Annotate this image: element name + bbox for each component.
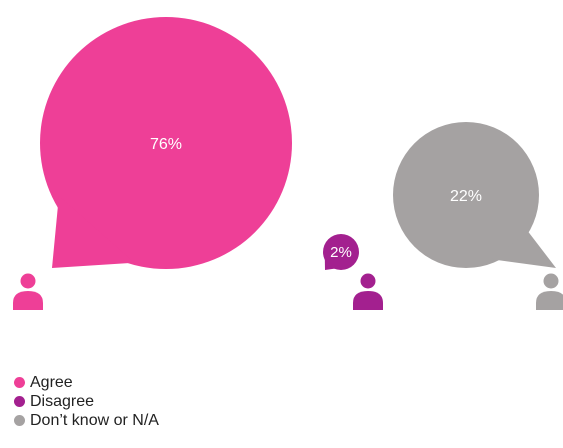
legend: Agree Disagree Don’t know or N/A [14,373,159,430]
bubble-circle-agree [40,17,292,269]
legend-item-agree: Agree [14,373,159,392]
bubble-tail-agree [52,195,135,268]
data-label-dont-know: 22% [450,188,482,205]
legend-label-agree: Agree [30,373,73,391]
bubble-tail-disagree [324,257,338,270]
person-icon-disagree [353,273,383,310]
bubble-disagree: 2% [323,234,359,270]
legend-item-dont-know: Don’t know or N/A [14,411,159,430]
legend-swatch-agree [14,377,25,388]
legend-swatch-disagree [14,396,25,407]
bubble-circle-disagree [323,234,359,270]
legend-label-disagree: Disagree [30,392,95,410]
legend-label-dont-know: Don’t know or N/A [30,411,159,429]
bubbles-group: 76% 2% 22% [13,17,563,310]
person-icon-dont-know [536,273,563,310]
bubble-agree: 76% [40,17,292,269]
legend-item-disagree: Disagree [14,392,159,411]
data-label-agree: 76% [150,136,182,153]
bubble-dont-know: 22% [393,122,556,268]
data-label-disagree: 2% [330,244,352,261]
legend-swatch-dont-know [14,415,25,426]
person-icon-agree [13,273,43,310]
bubble-circle-dont-know [393,122,539,268]
bubble-tail-dont-know [491,231,556,268]
